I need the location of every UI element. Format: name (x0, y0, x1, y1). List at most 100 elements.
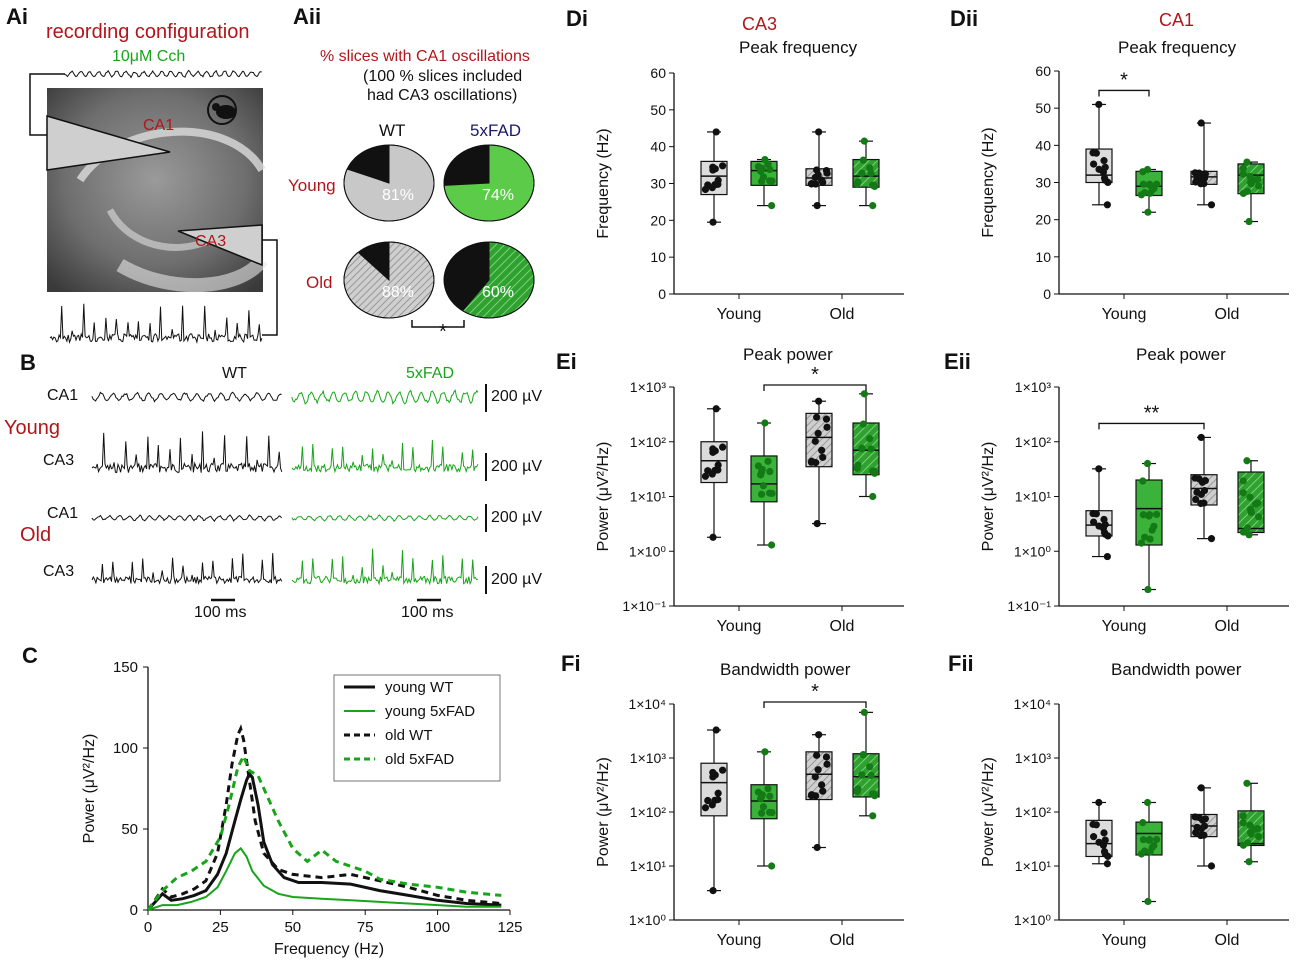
Fii-data-point (1146, 848, 1154, 856)
Dii-data-point (1139, 168, 1147, 176)
Ei-data-point (813, 413, 821, 421)
Ei-data-point (819, 453, 827, 461)
old-wt-ca1-trace (91, 514, 282, 523)
b-scale-v3: 200 µV (491, 509, 543, 526)
b-old-label: Old (20, 524, 52, 546)
pie-significance: * (439, 321, 447, 343)
Di-data-point (813, 202, 821, 210)
Ei-data-point (866, 435, 874, 443)
Ei-data-point (764, 457, 772, 465)
dii-title: Peak frequency (1118, 38, 1237, 57)
Eii-data-point (1191, 474, 1199, 482)
Fii-data-point (1139, 819, 1147, 827)
b-scale-v2: 200 µV (491, 458, 543, 475)
Ei-data-point (761, 419, 769, 427)
pie-3-outline (443, 241, 535, 319)
Ei-data-point (860, 390, 868, 398)
Di-data-point (759, 173, 768, 181)
Fi-data-point (754, 788, 763, 796)
Fi-data-point (709, 768, 717, 777)
Ei-data-point (701, 472, 710, 480)
Ei-y-axis-label: Power (μV²/Hz) (595, 442, 612, 552)
Ei-data-point (822, 415, 831, 423)
Dii-data-point (1239, 164, 1247, 172)
panel-label-ei: Ei (556, 349, 577, 374)
c-y-axis-label: Power (μV²/Hz) (81, 734, 98, 844)
Fi-data-point (815, 731, 823, 739)
pie-note-line1: (100 % slices included (363, 68, 523, 85)
Dii-x-category-label: Old (1215, 306, 1240, 323)
Di-y-tick-label: 50 (650, 102, 666, 118)
Fi-data-point (808, 791, 816, 799)
Ei-sig-label: * (811, 365, 819, 386)
Dii-data-point (1144, 208, 1152, 216)
Eii-y-axis-label: Power (μV²/Hz) (980, 442, 997, 552)
chart-c-power-spectrum: 0 25 50 75 100 125 0 50 100 150 Frequency (Hz) Powe… (81, 659, 523, 958)
pie-3-percent-label: 60% (482, 284, 514, 301)
Di-data-point (866, 164, 874, 172)
c-x-tick-label: 75 (357, 919, 374, 936)
Ei-data-point (813, 519, 821, 528)
Di-data-point (768, 177, 776, 185)
Fii-data-point (1100, 829, 1108, 837)
Dii-data-point (1103, 201, 1111, 209)
Fi-y-tick-label: 1×10¹ (630, 858, 667, 874)
Ei-data-point (714, 466, 722, 474)
young-wt-ca3-trace (91, 431, 283, 474)
Eii-data-point (1239, 528, 1247, 536)
pie-2-percent-label: 88% (382, 284, 414, 301)
Dii-data-point (1100, 174, 1109, 182)
Eii-data-point (1137, 539, 1146, 547)
Fii-y-tick-label: 1×10³ (1015, 750, 1052, 766)
Eii-data-point (1100, 515, 1108, 524)
Di-data-point (870, 181, 878, 189)
Ei-data-point (704, 467, 712, 475)
Eii-data-point (1143, 459, 1152, 468)
Fii-data-point (1239, 841, 1247, 849)
Dii-data-point (1089, 160, 1098, 168)
pie-2-outline (343, 241, 435, 319)
Ei-data-point (867, 445, 875, 453)
Fi-data-point (858, 771, 866, 779)
Eii-data-point (1144, 585, 1152, 594)
Eii-x-category-label: Old (1215, 618, 1240, 635)
Fi-sig-bracket (763, 701, 867, 708)
Dii-data-point (1145, 181, 1153, 189)
Fi-y-tick-label: 1×10² (630, 804, 667, 820)
Fi-data-point (818, 781, 826, 789)
Eii-data-point (1103, 552, 1111, 561)
Fii-data-point (1239, 819, 1247, 827)
Eii-y-tick-label: 1×10² (1015, 434, 1052, 450)
b-old-ca1-label: CA1 (47, 505, 79, 522)
Dii-data-point (1191, 169, 1199, 177)
Fi-data-point (811, 773, 819, 781)
Fi-data-point (814, 766, 822, 774)
old-5xfad-ca1-trace (291, 514, 479, 522)
Dii-data-point (1146, 189, 1154, 197)
Ei-data-point (759, 482, 768, 490)
Ei-x-category-label: Young (717, 618, 762, 635)
b-young-label: Young (4, 417, 60, 439)
di-title: Peak frequency (739, 38, 858, 57)
Di-y-tick-label: 30 (650, 176, 666, 192)
b-scale-v1: 200 µV (491, 388, 543, 405)
chart-dii: Young Old 0 10 20 30 40 50 60 Frequency (Hz) * (980, 63, 1289, 323)
Eii-data-point (1139, 511, 1147, 519)
Dii-y-axis-label: Frequency (Hz) (980, 127, 997, 237)
Fi-y-tick-label: 1×10⁰ (629, 912, 667, 928)
Ei-data-point (754, 462, 763, 470)
Fii-data-point (1191, 813, 1199, 821)
c-x-tick-label: 25 (212, 919, 229, 936)
Fi-data-point (759, 803, 768, 811)
Fi-data-point (813, 843, 821, 852)
Fi-data-point (813, 751, 821, 759)
Fii-data-point (1207, 862, 1216, 870)
c-x-tick-label: 100 (425, 919, 450, 936)
Di-data-point (709, 163, 717, 171)
Eii-y-tick-label: 1×10³ (1015, 379, 1052, 395)
fi-title: Bandwidth power (720, 660, 851, 679)
pie-0-outline (343, 144, 435, 222)
Fii-y-tick-label: 1×10² (1015, 804, 1052, 820)
Ei-data-point (869, 492, 877, 501)
Fi-data-point (714, 789, 722, 797)
